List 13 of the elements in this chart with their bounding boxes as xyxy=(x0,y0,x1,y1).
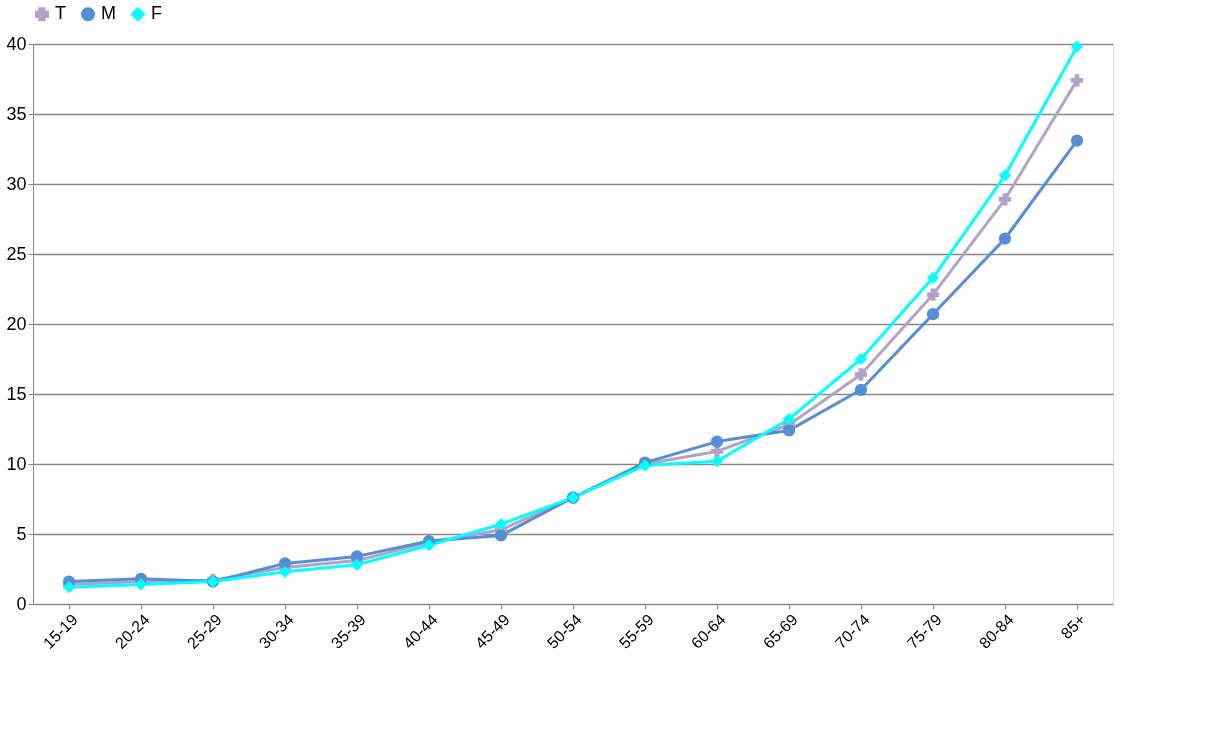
y-tick-label: 5 xyxy=(16,523,27,544)
y-tick-label: 10 xyxy=(6,453,27,474)
y-tick-label: 0 xyxy=(16,593,27,614)
y-tick-label: 40 xyxy=(6,33,27,54)
y-tick-label: 35 xyxy=(6,103,27,124)
legend-label: F xyxy=(151,3,162,24)
legend-label: M xyxy=(101,3,116,24)
x-tick-label: 85+ xyxy=(1057,610,1089,643)
legend-label: T xyxy=(55,3,66,24)
y-tick-label: 25 xyxy=(6,243,27,264)
y-tick-label: 15 xyxy=(6,383,27,404)
y-tick-label: 30 xyxy=(6,173,27,194)
y-tick-label: 20 xyxy=(6,313,27,334)
